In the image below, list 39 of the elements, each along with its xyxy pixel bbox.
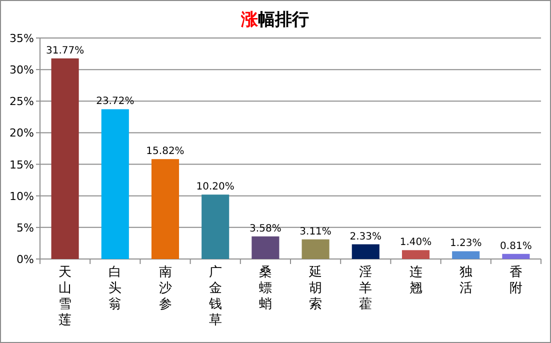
bar <box>352 244 380 259</box>
x-tick-label: 淫羊藿 <box>359 265 372 312</box>
y-tick-label: 20% <box>10 126 34 140</box>
x-tick-label: 天山雪莲 <box>58 265 72 328</box>
x-tick-label: 广金钱草 <box>208 265 222 328</box>
bar <box>151 159 180 259</box>
data-label: 3.58% <box>250 223 282 234</box>
data-label: 23.72% <box>96 96 134 108</box>
y-tick-label: 10% <box>10 190 34 203</box>
y-tick-label: 5% <box>16 221 34 234</box>
x-tick-label: 白头翁 <box>108 265 122 312</box>
data-label: 2.33% <box>350 231 382 242</box>
data-label: 1.23% <box>450 238 482 250</box>
bar <box>402 250 430 259</box>
y-tick-label: 35% <box>10 32 34 45</box>
x-tick-label: 南沙参 <box>158 265 172 312</box>
chart-title: 涨幅排行 <box>240 10 309 30</box>
x-tick-label: 延胡索 <box>308 265 322 312</box>
y-tick-label: 30% <box>10 64 34 77</box>
data-label: 1.40% <box>400 237 432 248</box>
x-tick-label: 香附 <box>509 265 522 296</box>
bar <box>452 251 480 259</box>
bar <box>101 109 129 259</box>
x-tick-label: 桑螵蛸 <box>258 265 272 312</box>
y-tick-label: 25% <box>10 95 34 108</box>
x-tick-label: 独活 <box>459 265 472 296</box>
bar <box>202 194 230 259</box>
data-label: 31.77% <box>46 45 84 56</box>
bar <box>302 239 330 259</box>
bar <box>51 58 79 259</box>
data-label: 0.81% <box>500 240 532 252</box>
data-label: 3.11% <box>300 226 332 238</box>
bar <box>502 254 530 259</box>
y-tick-label: 0% <box>16 253 34 266</box>
y-tick-label: 15% <box>10 158 34 172</box>
data-label: 10.20% <box>196 182 234 193</box>
data-label: 15.82% <box>146 146 184 158</box>
bar <box>252 236 280 259</box>
x-tick-label: 连翘 <box>409 265 422 296</box>
